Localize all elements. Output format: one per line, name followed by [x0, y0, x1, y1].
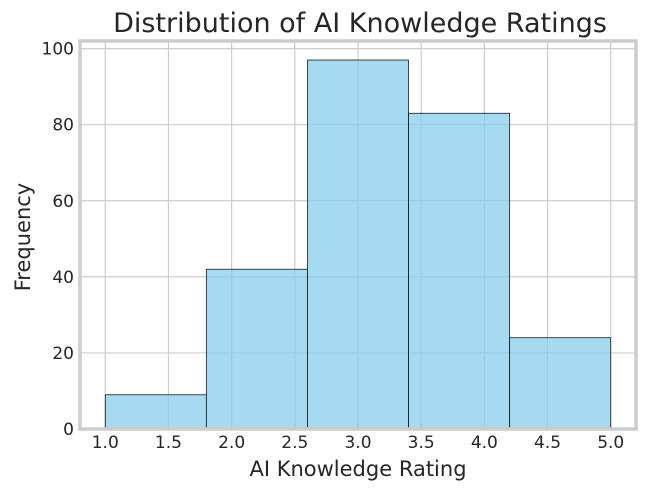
- x-axis-ticks: 1.0 1.5 2.0 2.5 3.0 3.5 4.0 4.5 5.0: [92, 433, 625, 453]
- x-tick-label: 5.0: [597, 433, 624, 453]
- histogram-bar-1: [104, 394, 207, 430]
- histogram-bar-5: [509, 337, 612, 430]
- x-tick-label: 4.5: [534, 433, 561, 453]
- y-tick-label: 60: [52, 192, 74, 212]
- x-tick-label: 1.0: [92, 433, 119, 453]
- y-axis-ticks: 0 20 40 60 80 100: [42, 40, 74, 440]
- y-tick-label: 100: [42, 40, 74, 60]
- histogram-bar-3: [307, 59, 409, 430]
- y-axis-label: Frequency: [11, 183, 35, 292]
- x-tick-label: 2.0: [218, 433, 245, 453]
- x-tick-label: 1.5: [155, 433, 182, 453]
- histogram-bars: [104, 59, 612, 430]
- x-tick-label: 2.5: [281, 433, 308, 453]
- histogram-bar-4: [408, 112, 511, 430]
- y-tick-label: 20: [52, 344, 74, 364]
- histogram-bar-2: [205, 268, 308, 430]
- x-tick-label: 3.0: [344, 433, 371, 453]
- x-axis-label: AI Knowledge Rating: [249, 457, 466, 481]
- y-tick-label: 0: [63, 420, 74, 440]
- x-tick-label: 3.5: [408, 433, 435, 453]
- y-tick-label: 40: [52, 268, 74, 288]
- plot-frame: [78, 39, 638, 431]
- chart-title: Distribution of AI Knowledge Ratings: [113, 8, 607, 39]
- x-tick-label: 4.0: [471, 433, 498, 453]
- y-tick-label: 80: [52, 116, 74, 136]
